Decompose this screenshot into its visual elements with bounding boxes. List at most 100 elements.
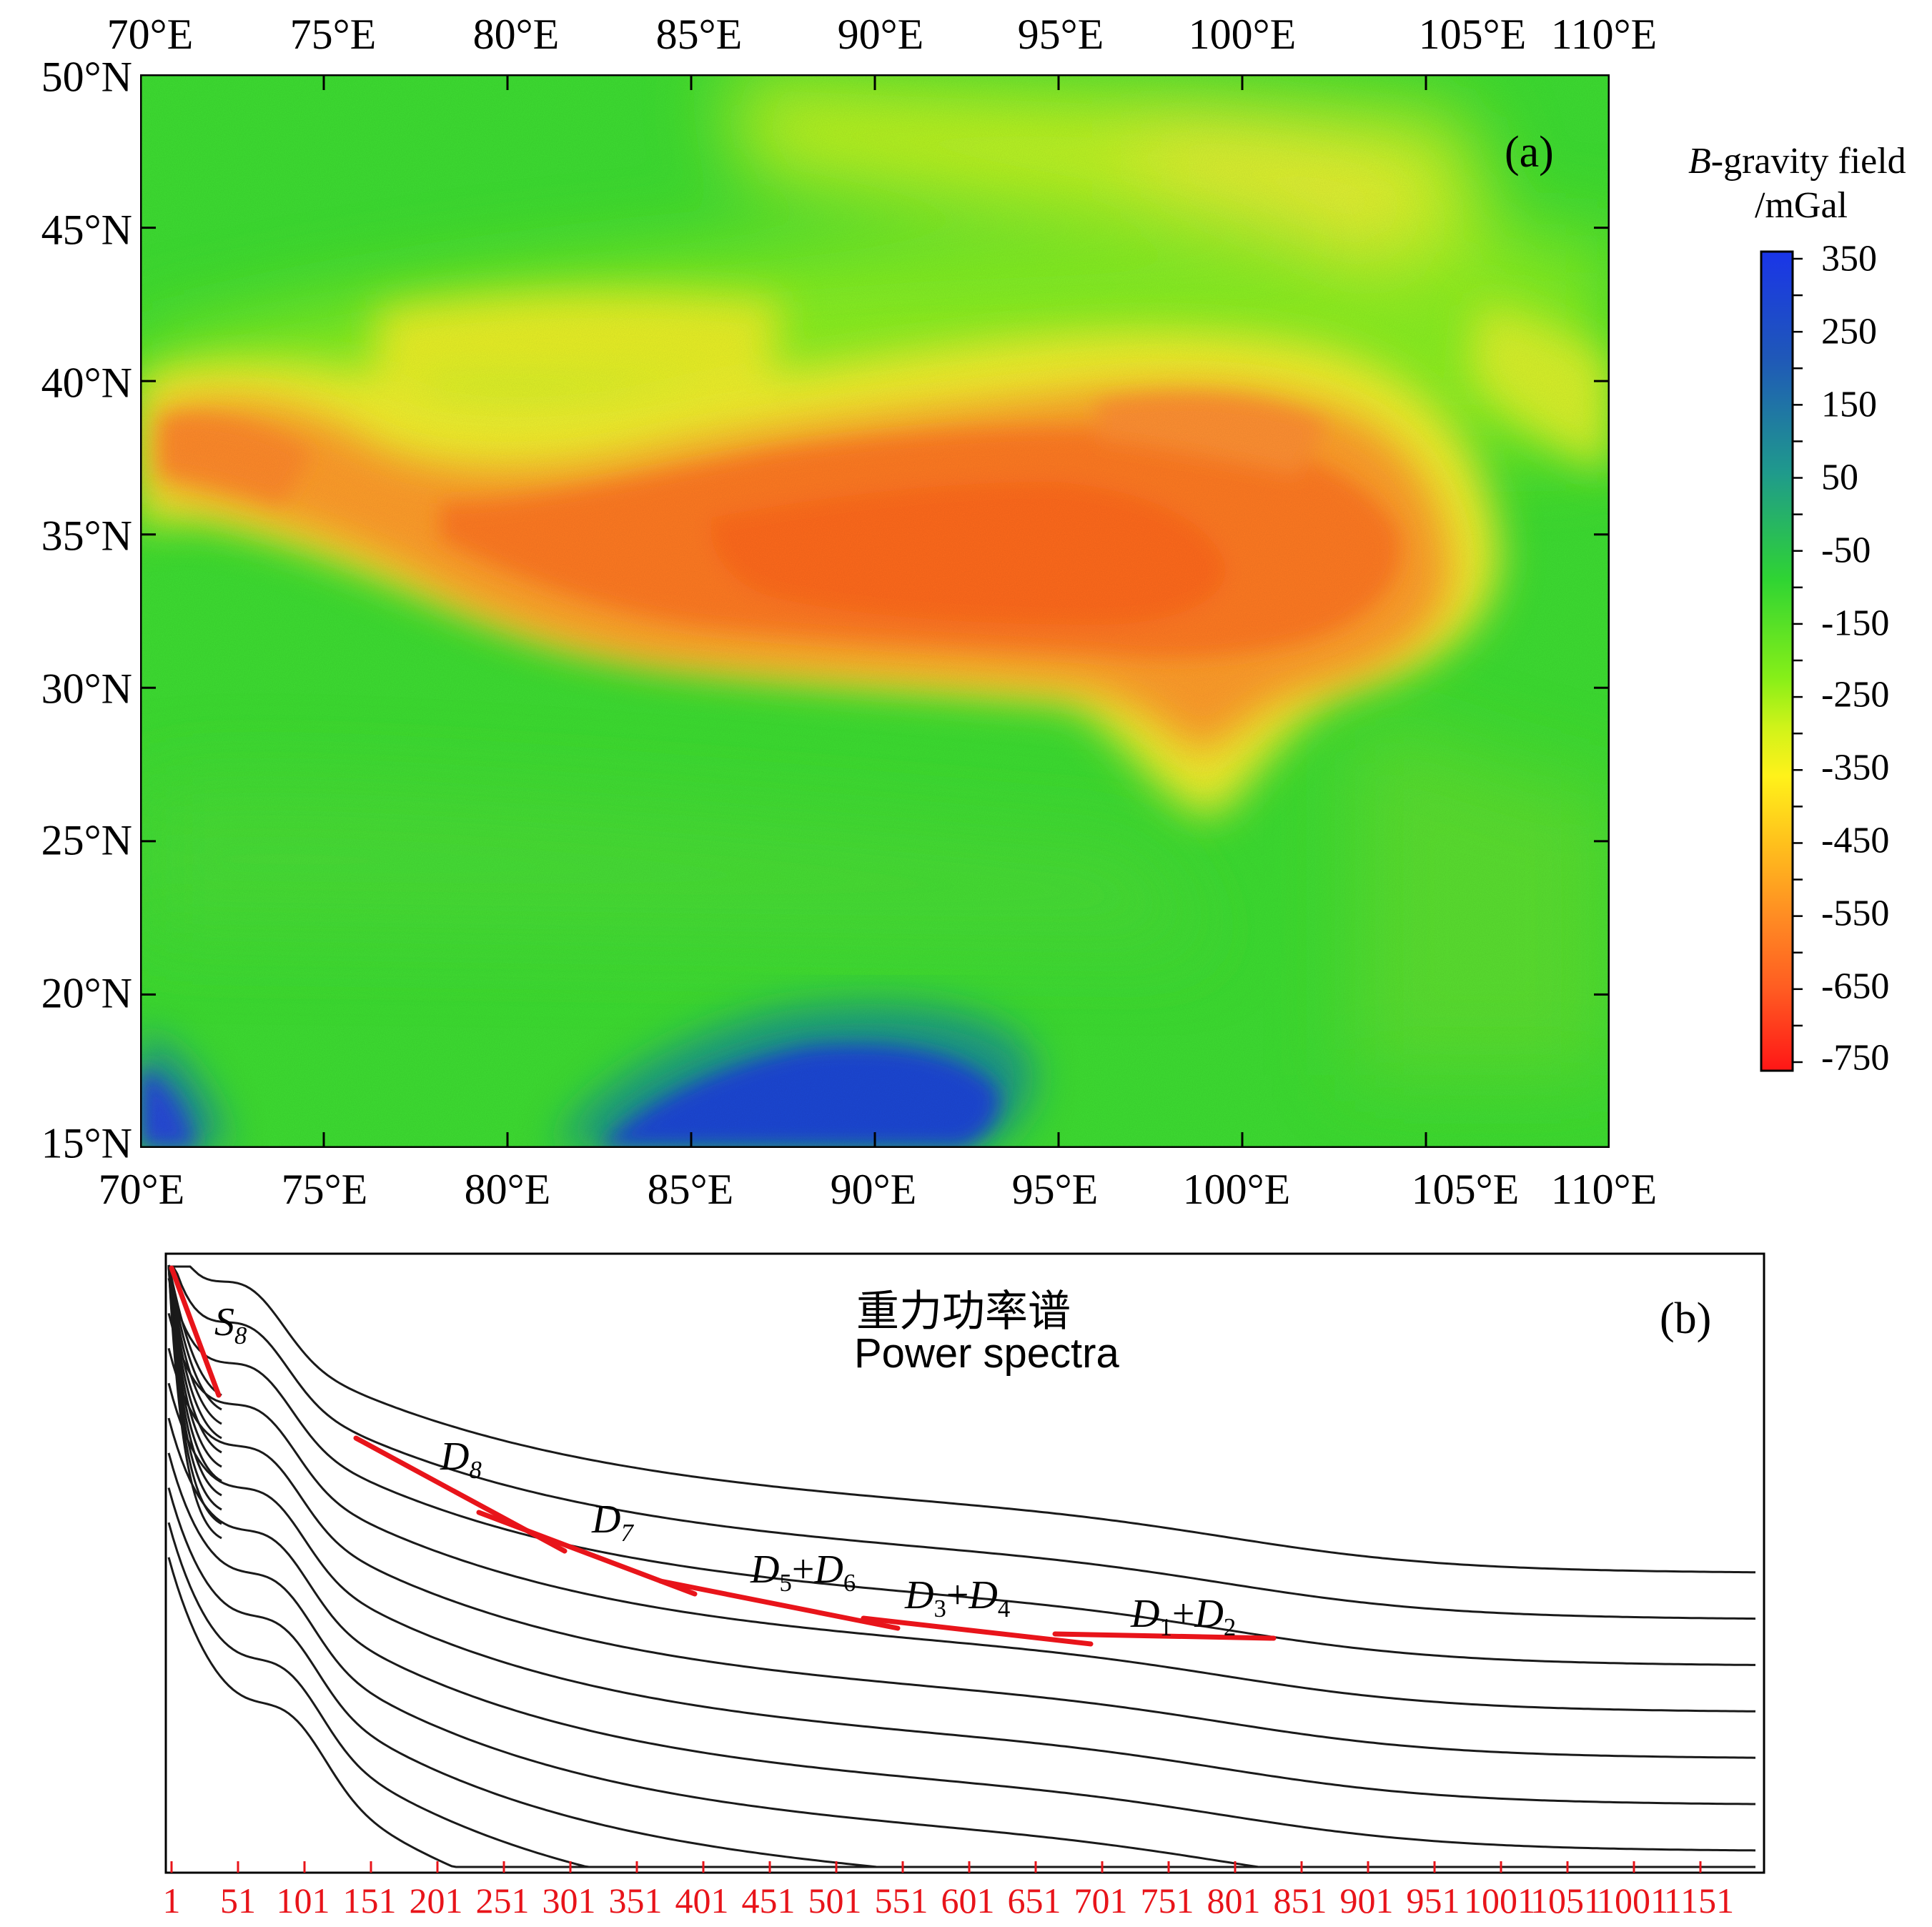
x-tick-label: 351 bbox=[608, 1881, 663, 1921]
fit-segment-d1-d2 bbox=[1052, 1631, 1277, 1641]
lon-label-bottom: 95°E bbox=[1011, 1166, 1099, 1213]
lon-label-top: 80°E bbox=[472, 11, 560, 58]
lon-label-top: 100°E bbox=[1188, 11, 1297, 58]
colorbar-tick-label: -750 bbox=[1821, 1037, 1890, 1079]
lon-label-bottom: 110°E bbox=[1550, 1166, 1658, 1213]
x-tick-label: 751 bbox=[1140, 1881, 1194, 1921]
spectrum-curve bbox=[167, 1557, 1755, 1868]
x-tick-label: 251 bbox=[475, 1881, 530, 1921]
spectra-curves bbox=[167, 1264, 1756, 1868]
segment-label-d5-d6: D5+D6 bbox=[750, 1547, 856, 1597]
spectrum-curve bbox=[167, 1278, 1755, 1666]
fit-segments bbox=[169, 1265, 1277, 1647]
x-tick-label: 701 bbox=[1074, 1881, 1128, 1921]
fit-segment-d5-d6 bbox=[658, 1578, 901, 1631]
colorbar-tick-label: -50 bbox=[1821, 530, 1871, 571]
lon-label-bottom: 70°E bbox=[98, 1166, 185, 1213]
lon-label-bottom: 90°E bbox=[830, 1166, 917, 1213]
spectrum-curve bbox=[167, 1417, 1756, 1852]
spectrum-curve bbox=[169, 1265, 1756, 1620]
x-tick-label: 551 bbox=[874, 1881, 928, 1921]
lat-label: 15°N bbox=[41, 1119, 132, 1167]
x-tick-label: 51 bbox=[220, 1881, 256, 1921]
x-tick-label: 601 bbox=[941, 1881, 995, 1921]
segment-label-s8: S8 bbox=[214, 1300, 247, 1350]
segment-label-d1-d2: D1+D2 bbox=[1131, 1592, 1237, 1642]
colorbar-title-italic: B bbox=[1688, 141, 1711, 182]
x-tick-label: 1001 bbox=[1464, 1881, 1535, 1921]
gravity-anomaly-map bbox=[140, 74, 1610, 1148]
power-spectra-plot bbox=[164, 1252, 1765, 1874]
lat-label: 40°N bbox=[41, 359, 132, 407]
lon-label-bottom: 100°E bbox=[1182, 1166, 1291, 1213]
colorbar-tick-label: -650 bbox=[1821, 966, 1890, 1007]
lat-labels: 50°N 45°N 40°N 35°N 30°N 25°N 20°N 15°N bbox=[0, 0, 132, 1215]
spectrum-curve bbox=[167, 1382, 1755, 1805]
x-tick-label: 501 bbox=[808, 1881, 862, 1921]
x-tick-label: 1051 bbox=[1530, 1881, 1602, 1921]
lon-label-top: 85°E bbox=[655, 11, 743, 58]
x-tick-label: 951 bbox=[1406, 1881, 1460, 1921]
lon-label-top: 90°E bbox=[837, 11, 924, 58]
colorbar-tick-label: -450 bbox=[1821, 820, 1890, 861]
lon-label-top: 95°E bbox=[1017, 11, 1104, 58]
x-tick-label: 851 bbox=[1273, 1881, 1327, 1921]
x-tick-label: 1151 bbox=[1663, 1881, 1735, 1921]
colorbar-tick-label: 350 bbox=[1821, 238, 1877, 279]
lat-label: 35°N bbox=[41, 512, 132, 560]
lon-label-top: 110°E bbox=[1550, 11, 1658, 58]
x-tick-label: 401 bbox=[675, 1881, 729, 1921]
colorbar-tick-label: 150 bbox=[1821, 384, 1877, 425]
spectrum-curve-head bbox=[167, 1264, 222, 1540]
spectrum-curve bbox=[169, 1265, 1755, 1574]
lon-label-top: 75°E bbox=[289, 11, 377, 58]
segment-label-d3-d4: D3+D4 bbox=[905, 1573, 1011, 1623]
lat-label: 45°N bbox=[41, 206, 132, 254]
x-tick-label: 101 bbox=[276, 1881, 330, 1921]
lon-label-bottom: 85°E bbox=[647, 1166, 734, 1213]
colorbar-gradient bbox=[1760, 250, 1794, 1072]
fit-segment-d3-d4 bbox=[861, 1615, 1094, 1647]
x-tick-label: 651 bbox=[1007, 1881, 1061, 1921]
x-tick-label: 801 bbox=[1207, 1881, 1261, 1921]
lat-label: 50°N bbox=[41, 53, 132, 101]
x-tick-label: 201 bbox=[409, 1881, 463, 1921]
map-texture bbox=[140, 74, 1610, 1148]
x-tick-label: 1001 bbox=[1597, 1881, 1668, 1921]
lon-label-top: 105°E bbox=[1418, 11, 1527, 58]
panel-b-title-cn: 重力功率谱 bbox=[856, 1287, 1071, 1337]
x-tick-label: 451 bbox=[741, 1881, 796, 1921]
colorbar-tick-label: 50 bbox=[1821, 457, 1858, 498]
lon-label-bottom: 105°E bbox=[1411, 1166, 1520, 1213]
lat-label: 30°N bbox=[41, 665, 132, 713]
spectrum-curve bbox=[167, 1313, 1756, 1713]
panel-b-label: (b) bbox=[1660, 1294, 1712, 1343]
fit-segment-s8 bbox=[169, 1265, 222, 1398]
lat-label: 25°N bbox=[41, 816, 132, 864]
colorbar-title-rest: -gravity field bbox=[1710, 141, 1906, 182]
panel-a-label: (a) bbox=[1505, 128, 1554, 177]
colorbar-tick-label: 250 bbox=[1821, 311, 1877, 352]
segment-label-d8: D8 bbox=[440, 1435, 482, 1485]
lon-label-top: 70°E bbox=[106, 11, 194, 58]
colorbar-unit: /mGal bbox=[1755, 185, 1848, 226]
colorbar-ticks bbox=[1793, 257, 1803, 1064]
lon-label-bottom: 80°E bbox=[464, 1166, 551, 1213]
colorbar-tick-label: -250 bbox=[1821, 674, 1890, 715]
lat-label: 20°N bbox=[41, 969, 132, 1017]
x-tick-label: 901 bbox=[1339, 1881, 1394, 1921]
x-ticks bbox=[170, 1861, 1702, 1873]
x-tick-label: 301 bbox=[542, 1881, 596, 1921]
lon-label-bottom: 75°E bbox=[281, 1166, 368, 1213]
spectrum-curve bbox=[167, 1347, 1756, 1759]
colorbar bbox=[1760, 250, 1803, 1072]
panel-b-title-en: Power spectra bbox=[854, 1330, 1119, 1377]
x-tick-label: 1 bbox=[162, 1881, 181, 1921]
map-ticks bbox=[140, 74, 1610, 1148]
colorbar-tick-label: -550 bbox=[1821, 893, 1890, 934]
segment-label-d7: D7 bbox=[592, 1497, 633, 1547]
colorbar-title: B-gravity field bbox=[1688, 140, 1906, 182]
colorbar-tick-label: -150 bbox=[1821, 603, 1890, 644]
x-tick-label: 151 bbox=[342, 1881, 397, 1921]
colorbar-tick-label: -350 bbox=[1821, 747, 1890, 788]
